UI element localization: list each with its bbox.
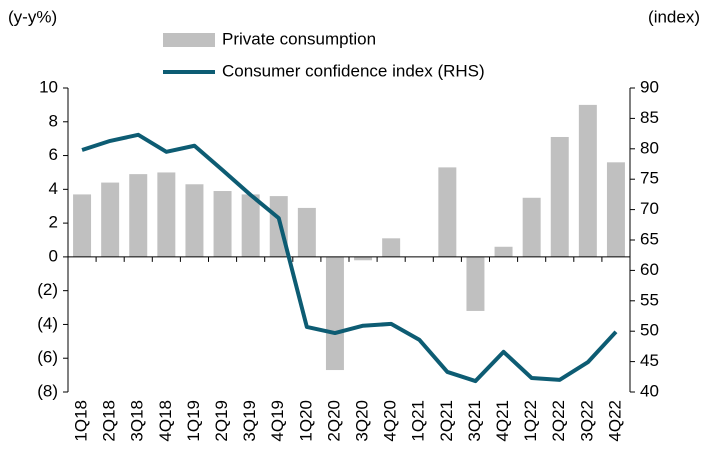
- legend-label: Consumer confidence index (RHS): [222, 61, 485, 80]
- y-tick-label: 4: [49, 179, 58, 198]
- bar: [494, 246, 513, 257]
- x-tick-label: 1Q21: [409, 400, 428, 442]
- y2-tick-label: 40: [640, 381, 659, 400]
- x-tick-label: 1Q20: [296, 400, 315, 442]
- bar: [550, 136, 569, 257]
- x-tick-label: 4Q21: [493, 400, 512, 442]
- bar: [213, 191, 232, 257]
- y2-tick-label: 65: [640, 229, 659, 248]
- bar: [157, 172, 176, 257]
- y-axis-label: (y-y%): [8, 7, 57, 26]
- x-tick-label: 4Q18: [156, 400, 175, 442]
- x-tick-label: 4Q19: [268, 400, 287, 442]
- bar: [185, 184, 204, 257]
- y-tick-label: 0: [49, 246, 58, 265]
- bar: [73, 194, 92, 257]
- y2-tick-label: 70: [640, 199, 659, 218]
- y2-tick-label: 55: [640, 290, 659, 309]
- line: [81, 132, 618, 384]
- y-tick-label: (8): [37, 381, 58, 400]
- bar: [606, 162, 625, 257]
- y-tick-label: 6: [49, 145, 58, 164]
- y2-tick-label: 60: [640, 260, 659, 279]
- y-tick-label: 2: [49, 213, 58, 232]
- y2-tick-label: 80: [640, 138, 659, 157]
- x-tick-label: 1Q18: [72, 400, 91, 442]
- x-tick-label: 2Q22: [549, 400, 568, 442]
- x-tick-label: 2Q21: [437, 400, 456, 442]
- x-tick-label: 3Q21: [465, 400, 484, 442]
- x-tick-label: 2Q19: [212, 400, 231, 442]
- y2-tick-label: 90: [640, 77, 659, 96]
- bar: [129, 174, 148, 257]
- x-tick-label: 3Q19: [240, 400, 259, 442]
- x-tick-label: 1Q19: [184, 400, 203, 442]
- y2-tick-label: 45: [640, 351, 659, 370]
- bar: [297, 207, 316, 257]
- bar: [522, 197, 541, 257]
- y2-tick-label: 85: [640, 108, 659, 127]
- bar: [466, 256, 485, 311]
- bar: [578, 104, 597, 257]
- x-tick-label: 1Q22: [521, 400, 540, 442]
- y2-axis-label: (index): [648, 7, 700, 26]
- y-tick-label: 8: [49, 111, 58, 130]
- x-tick-label: 3Q22: [577, 400, 596, 442]
- x-tick-label: 3Q18: [128, 400, 147, 442]
- bar: [438, 167, 457, 257]
- bar: [101, 182, 120, 257]
- bar: [325, 256, 344, 371]
- x-tick-label: 3Q20: [353, 400, 372, 442]
- x-tick-label: 4Q22: [605, 400, 624, 442]
- y-tick-label: 10: [39, 77, 58, 96]
- y-tick-label: (6): [37, 348, 58, 367]
- bar: [241, 194, 260, 257]
- legend-label: Private consumption: [222, 29, 376, 48]
- y2-tick-label: 75: [640, 169, 659, 188]
- y-tick-label: (4): [37, 314, 58, 333]
- legend-swatch: [163, 33, 215, 47]
- y2-tick-label: 50: [640, 321, 659, 340]
- y-tick-label: (2): [37, 280, 58, 299]
- bar: [354, 256, 373, 261]
- bar: [382, 238, 401, 257]
- x-tick-label: 4Q20: [381, 400, 400, 442]
- x-tick-label: 2Q18: [100, 400, 119, 442]
- x-tick-label: 2Q20: [324, 400, 343, 442]
